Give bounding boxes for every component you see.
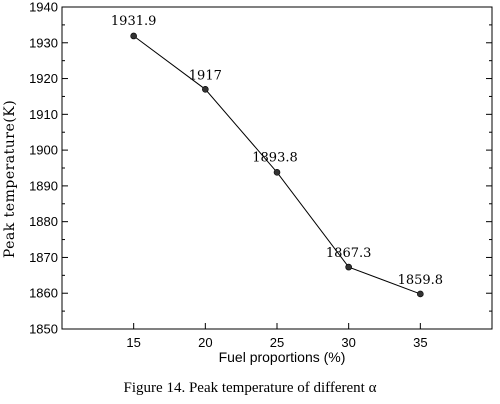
data-labels: 1931.9 1917 1893.8 1867.3 1859.8 [111, 14, 443, 288]
y-tick-label: 1880 [29, 214, 58, 229]
data-label: 1867.3 [326, 246, 372, 261]
y-tick-label: 1900 [29, 143, 58, 158]
y-tick-label: 1920 [29, 71, 58, 86]
data-label: 1931.9 [111, 14, 157, 29]
line-chart: 1850 1860 1870 1880 1890 1900 1910 1920 1930 1940… [2, 0, 493, 365]
y-tick-label: 1910 [29, 107, 58, 122]
data-label: 1893.8 [252, 150, 298, 165]
x-tick-label: 35 [413, 335, 427, 350]
x-tick-label: 25 [270, 335, 284, 350]
y-tick-label: 1870 [29, 250, 58, 265]
y-axis-title: Peak temperature(K) [2, 100, 18, 258]
x-tick-label: 15 [126, 335, 140, 350]
x-axis-ticks: 15 20 25 30 35 [126, 323, 428, 350]
y-axis-ticks: 1850 1860 1870 1880 1890 1900 1910 1920 1930 1940 [29, 0, 492, 337]
data-point [202, 85, 209, 93]
data-point [417, 290, 424, 298]
x-axis-title: Fuel proportions (%) [219, 349, 346, 365]
x-tick-label: 20 [198, 335, 212, 350]
y-tick-label: 1930 [29, 35, 58, 50]
data-point [345, 263, 352, 271]
data-label: 1917 [189, 68, 222, 83]
x-tick-label: 30 [341, 335, 355, 350]
figure-caption: Figure 14. Peak temperature of different… [123, 380, 377, 396]
data-label: 1859.8 [398, 273, 444, 288]
y-tick-label: 1940 [29, 0, 58, 15]
y-tick-label: 1890 [29, 178, 58, 193]
data-point [273, 168, 281, 176]
data-point [130, 32, 137, 40]
series [130, 32, 424, 298]
y-tick-label: 1850 [29, 322, 58, 337]
y-tick-label: 1860 [29, 286, 58, 301]
